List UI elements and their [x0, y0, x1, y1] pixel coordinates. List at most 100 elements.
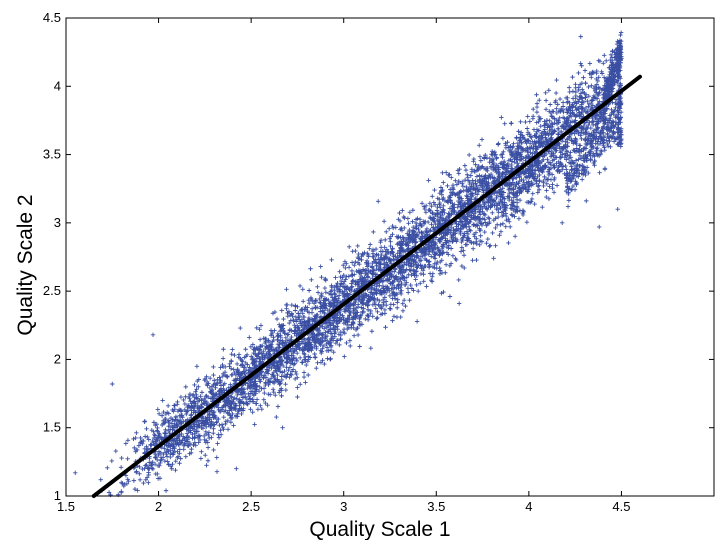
scatter-point [345, 316, 350, 321]
scatter-point [324, 320, 330, 326]
scatter-point [265, 377, 271, 383]
scatter-point [440, 197, 445, 202]
scatter-point [217, 422, 222, 428]
scatter-point [508, 144, 513, 149]
scatter-point [356, 268, 362, 273]
scatter-point [536, 187, 542, 192]
scatter-point [464, 224, 469, 230]
scatter-point [399, 243, 405, 248]
scatter-point [348, 343, 353, 349]
scatter-point [493, 243, 498, 248]
scatter-point [146, 437, 151, 442]
scatter-point [393, 225, 398, 230]
scatter-point [152, 433, 158, 438]
scatter-point [540, 154, 546, 159]
scatter-point [201, 433, 207, 439]
scatter-point [526, 138, 531, 143]
scatter-point [457, 200, 462, 205]
scatter-point [478, 227, 483, 233]
scatter-point [374, 252, 379, 258]
scatter-point [592, 163, 597, 168]
scatter-point [327, 341, 332, 347]
scatter-point [285, 313, 291, 319]
scatter-point [431, 249, 437, 255]
scatter-point [301, 314, 306, 320]
scatter-point [540, 205, 545, 210]
scatter-point [278, 325, 283, 330]
scatter-point [361, 268, 367, 274]
scatter-point [521, 182, 527, 187]
scatter-point [261, 386, 267, 391]
scatter-point [533, 160, 539, 166]
scatter-point [295, 375, 300, 380]
scatter-point [233, 414, 239, 419]
scatter-point [433, 235, 439, 240]
scatter-point [563, 139, 568, 144]
scatter-point [318, 306, 323, 311]
scatter-point [586, 104, 591, 109]
scatter-point [465, 231, 471, 237]
scatter-point [106, 490, 112, 495]
scatter-point [573, 140, 578, 145]
scatter-point [371, 254, 376, 260]
scatter-point [474, 168, 480, 173]
scatter-point [236, 387, 242, 393]
scatter-point [524, 175, 530, 180]
scatter-point [211, 447, 216, 453]
scatter-point [464, 184, 469, 190]
scatter-point [530, 116, 536, 121]
scatter-point [172, 403, 178, 408]
scatter-point [465, 235, 470, 240]
scatter-point [516, 129, 521, 134]
scatter-point [415, 233, 421, 239]
scatter-point [317, 325, 322, 331]
scatter-point [181, 397, 186, 403]
scatter-point [554, 183, 560, 188]
scatter-point [294, 350, 300, 356]
scatter-point [361, 306, 366, 311]
scatter-point [312, 313, 318, 319]
scatter-point [431, 225, 436, 230]
scatter-point [328, 301, 333, 306]
scatter-point [591, 114, 597, 119]
scatter-point [249, 383, 254, 388]
scatter-point [509, 206, 515, 211]
scatter-point [491, 197, 497, 203]
scatter-point [306, 337, 311, 342]
scatter-point [449, 175, 454, 180]
scatter-point [261, 375, 266, 380]
scatter-point [371, 229, 376, 235]
scatter-point [388, 272, 393, 277]
scatter-point [486, 185, 491, 191]
scatter-point [443, 238, 449, 243]
scatter-point [146, 470, 151, 475]
scatter-point [463, 242, 468, 247]
scatter-point [515, 155, 520, 160]
scatter-point [460, 181, 465, 186]
scatter-point [394, 314, 400, 320]
scatter-point [285, 371, 290, 377]
scatter-point [541, 178, 546, 184]
scatter-point [286, 309, 292, 314]
scatter-point [587, 71, 592, 76]
scatter-point [202, 437, 207, 442]
scatter-point [519, 177, 524, 183]
scatter-point [485, 200, 491, 205]
scatter-point [184, 431, 190, 436]
scatter-point [399, 228, 405, 233]
scatter-point [399, 238, 404, 244]
scatter-point [293, 344, 298, 350]
scatter-point [173, 438, 179, 444]
scatter-point [310, 338, 315, 343]
scatter-point [253, 375, 258, 380]
scatter-point [388, 239, 393, 244]
scatter-point [537, 161, 543, 166]
scatter-point [551, 190, 557, 195]
scatter-point [292, 323, 297, 328]
scatter-point [513, 191, 519, 196]
scatter-point [179, 440, 184, 445]
scatter-point [149, 428, 155, 433]
scatter-point [595, 78, 600, 84]
scatter-point [390, 291, 395, 297]
scatter-point [579, 130, 584, 135]
